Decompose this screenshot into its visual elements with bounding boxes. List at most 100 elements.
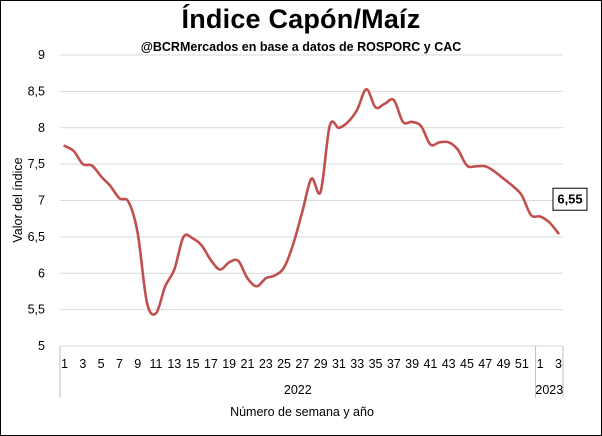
data-point — [136, 232, 139, 235]
data-point — [475, 165, 478, 168]
data-point — [521, 194, 524, 197]
last-value-box — [552, 187, 588, 211]
x-tick-label: 43 — [442, 357, 456, 371]
x-tick-label: 7 — [116, 357, 123, 371]
x-tick-label: 27 — [295, 357, 309, 371]
x-tick-label: 5 — [98, 357, 105, 371]
data-point — [338, 126, 341, 129]
x-tick-label: 15 — [186, 357, 200, 371]
x-tick-label: 23 — [259, 357, 273, 371]
data-point — [301, 210, 304, 213]
data-point — [383, 102, 386, 105]
data-point — [393, 99, 396, 102]
data-point — [91, 164, 94, 167]
data-point — [274, 274, 277, 277]
data-point — [182, 236, 185, 239]
y-tick-label: 6,5 — [28, 230, 45, 244]
y-axis-label: Valor del índice — [11, 157, 25, 242]
data-point — [264, 277, 267, 280]
data-point — [447, 141, 450, 144]
series-layer — [63, 87, 560, 316]
x-tick-label: 49 — [497, 357, 511, 371]
data-point — [191, 237, 194, 240]
data-point — [319, 190, 322, 193]
data-point — [429, 143, 432, 146]
x-tick-label: 25 — [277, 357, 291, 371]
data-point — [484, 165, 487, 168]
data-point — [109, 185, 112, 188]
chart-subtitle: @BCRMercados en base a datos de ROSPORC … — [140, 40, 462, 54]
y-tick-label: 7,5 — [28, 157, 45, 171]
x-tick-label: 17 — [204, 357, 218, 371]
data-point — [502, 177, 505, 180]
data-point — [82, 163, 85, 166]
data-point — [200, 244, 203, 247]
x-tick-label: 47 — [478, 357, 492, 371]
data-point — [356, 108, 359, 111]
series-line — [63, 87, 560, 316]
data-point — [493, 170, 496, 173]
data-point — [539, 215, 542, 218]
x-tick-label: 3 — [79, 357, 86, 371]
x-year-label: 2023 — [535, 383, 563, 397]
x-tick-label: 1 — [61, 357, 68, 371]
x-tick-label: 19 — [222, 357, 236, 371]
data-point — [72, 150, 75, 153]
data-point — [548, 221, 551, 224]
data-point — [328, 124, 331, 127]
data-point — [246, 277, 249, 280]
x-tick-label: 29 — [314, 357, 328, 371]
data-point — [127, 201, 130, 204]
data-point — [146, 301, 149, 304]
data-point — [210, 259, 213, 262]
data-point — [219, 268, 222, 271]
x-tick-label: 31 — [332, 357, 346, 371]
y-tick-label: 8 — [38, 121, 45, 135]
data-point — [457, 148, 460, 151]
data-point — [228, 261, 231, 264]
data-point — [557, 232, 560, 235]
y-tick-labels: 5 5,5 6 6,5 7 7,5 8 8,5 9 — [28, 48, 45, 353]
x-tick-label: 51 — [515, 357, 529, 371]
data-point — [310, 177, 313, 180]
data-point — [530, 214, 533, 217]
data-point — [374, 106, 377, 109]
data-point — [237, 260, 240, 263]
x-tick-label: 13 — [167, 357, 181, 371]
data-point — [118, 197, 121, 200]
data-point — [466, 164, 469, 167]
x-tick-label: 3 — [555, 357, 562, 371]
data-point — [173, 268, 176, 271]
x-year-label: 2022 — [284, 383, 312, 397]
x-tick-label: 35 — [369, 357, 383, 371]
y-tick-label: 5 — [38, 339, 45, 353]
data-label-layer: 6,55 — [552, 187, 588, 211]
data-point — [255, 285, 258, 288]
data-point — [164, 285, 167, 288]
y-tick-label: 9 — [38, 48, 45, 62]
gridlines — [60, 54, 563, 347]
y-tick-label: 5,5 — [28, 303, 45, 317]
x-axis-label: Número de semana y año — [230, 405, 374, 419]
data-point — [292, 243, 295, 246]
data-point — [411, 121, 414, 124]
x-axis: 1 3 5 7 9 11 13 15 17 19 21 23 25 27 29 31 33 35 37 39 41 43 4… — [59, 346, 564, 398]
x-tick-label: 37 — [387, 357, 401, 371]
x-tick-label: 45 — [460, 357, 474, 371]
x-tick-label: 9 — [134, 357, 141, 371]
x-tick-label: 39 — [405, 357, 419, 371]
data-point — [511, 185, 514, 188]
x-tick-label: 33 — [350, 357, 364, 371]
data-point — [63, 145, 66, 148]
data-point — [365, 88, 368, 91]
data-point — [420, 125, 423, 128]
data-point — [155, 312, 158, 315]
y-tick-label: 7 — [38, 194, 45, 208]
data-point — [438, 141, 441, 144]
last-value-label: 6,55 — [557, 192, 582, 207]
data-point — [100, 175, 103, 178]
y-tick-label: 8,5 — [28, 84, 45, 98]
x-tick-label: 21 — [241, 357, 255, 371]
x-tick-label: 11 — [150, 357, 163, 371]
